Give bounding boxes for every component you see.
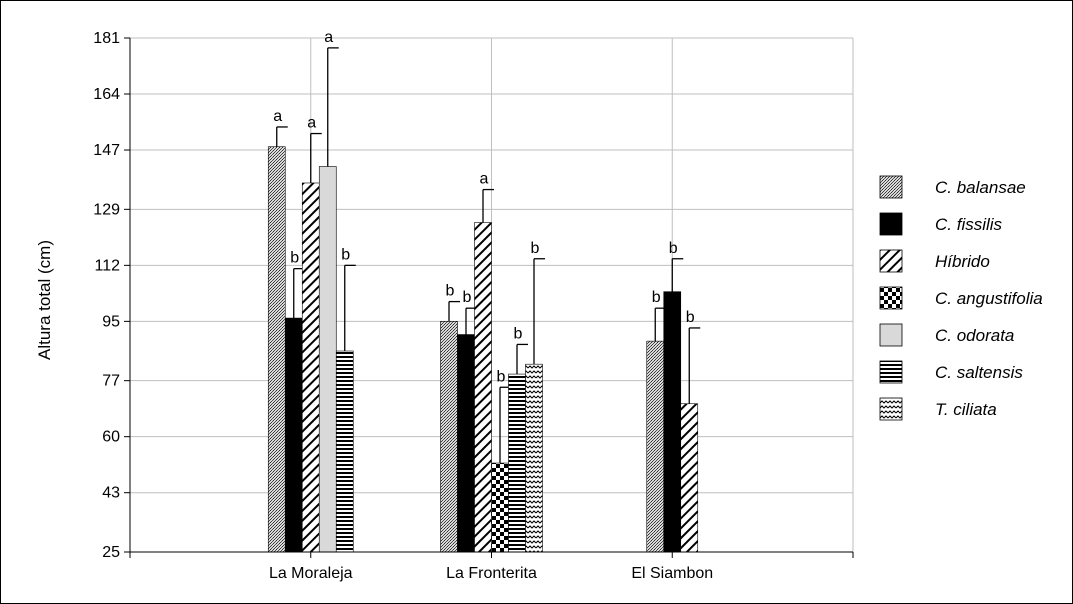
legend: C. balansae C. fissilis Híbrido C. angustif…: [879, 175, 1043, 421]
y-tick-label: 60: [102, 429, 120, 446]
y-tick-label: 112: [94, 257, 120, 274]
legend-label: C. fissilis: [935, 215, 1003, 234]
legend-label: Híbrido: [935, 252, 990, 271]
x-category-label: La Moraleja: [269, 565, 353, 582]
bar: [318, 166, 337, 553]
legend-label: T. ciliata: [935, 400, 997, 419]
legend-label: C. angustifolia: [935, 289, 1043, 308]
y-tick-label: 129: [93, 201, 120, 218]
legend-swatch: [879, 249, 903, 273]
x-category-label: El Siambon: [631, 565, 713, 582]
y-tick-label: 164: [93, 86, 120, 103]
significance-label: b: [686, 309, 695, 326]
y-tick-label: 95: [102, 313, 120, 330]
legend-swatch: [879, 286, 903, 310]
y-axis-title: Altura total (cm): [35, 240, 54, 360]
significance-label: a: [324, 29, 333, 46]
significance-label: b: [669, 240, 678, 257]
significance-label: b: [446, 283, 455, 300]
significance-label: b: [463, 289, 472, 306]
legend-swatch: [879, 360, 903, 384]
significance-label: b: [341, 246, 350, 263]
significance-label: b: [531, 240, 540, 257]
x-category-label: La Fronterita: [446, 565, 537, 582]
bar: [335, 350, 354, 553]
bar: [680, 403, 699, 553]
bar: [457, 334, 475, 553]
significance-label: b: [290, 250, 299, 267]
significance-label: a: [273, 108, 282, 125]
y-tick-label: 43: [102, 485, 120, 502]
axes: 25 43 60 77 95 112 129 147 164 181 La Moraleja La F…: [93, 30, 854, 582]
legend-swatch: [879, 397, 903, 421]
significance-label: a: [480, 171, 489, 188]
y-tick-label: 181: [93, 30, 120, 47]
bar: [508, 373, 526, 553]
bar: [440, 321, 458, 553]
bar: [301, 182, 320, 553]
legend-label: C. odorata: [935, 326, 1014, 345]
legend-label: C. saltensis: [935, 363, 1023, 382]
bar: [267, 146, 286, 553]
bar: [491, 462, 509, 553]
significance-label: a: [307, 115, 316, 132]
legend-swatch: [879, 212, 903, 236]
y-tick-label: 77: [102, 373, 120, 390]
legend-label: C. balansae: [935, 178, 1026, 197]
y-tick-label: 147: [93, 142, 120, 159]
bar: [525, 363, 543, 553]
significance-label: b: [497, 368, 506, 385]
significance-label: b: [652, 289, 661, 306]
bar: [284, 317, 303, 553]
bar: [474, 222, 492, 553]
legend-swatch: [879, 323, 903, 347]
significance-label: b: [514, 325, 523, 342]
bar: [663, 291, 682, 553]
legend-swatch: [879, 175, 903, 199]
y-tick-label: 25: [102, 544, 120, 561]
bar: [646, 340, 665, 553]
